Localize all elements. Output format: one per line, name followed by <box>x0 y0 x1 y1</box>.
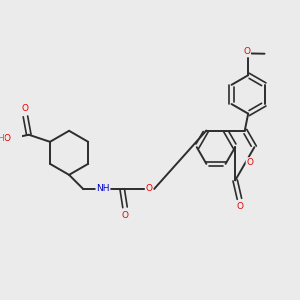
Text: NH: NH <box>96 184 110 194</box>
Text: O: O <box>236 202 244 211</box>
Text: O: O <box>146 184 152 194</box>
Text: O: O <box>122 211 128 220</box>
Text: O: O <box>243 47 250 56</box>
Text: H: H <box>0 134 4 142</box>
Text: O: O <box>21 104 28 113</box>
Text: O: O <box>4 134 11 142</box>
Text: O: O <box>246 158 254 167</box>
